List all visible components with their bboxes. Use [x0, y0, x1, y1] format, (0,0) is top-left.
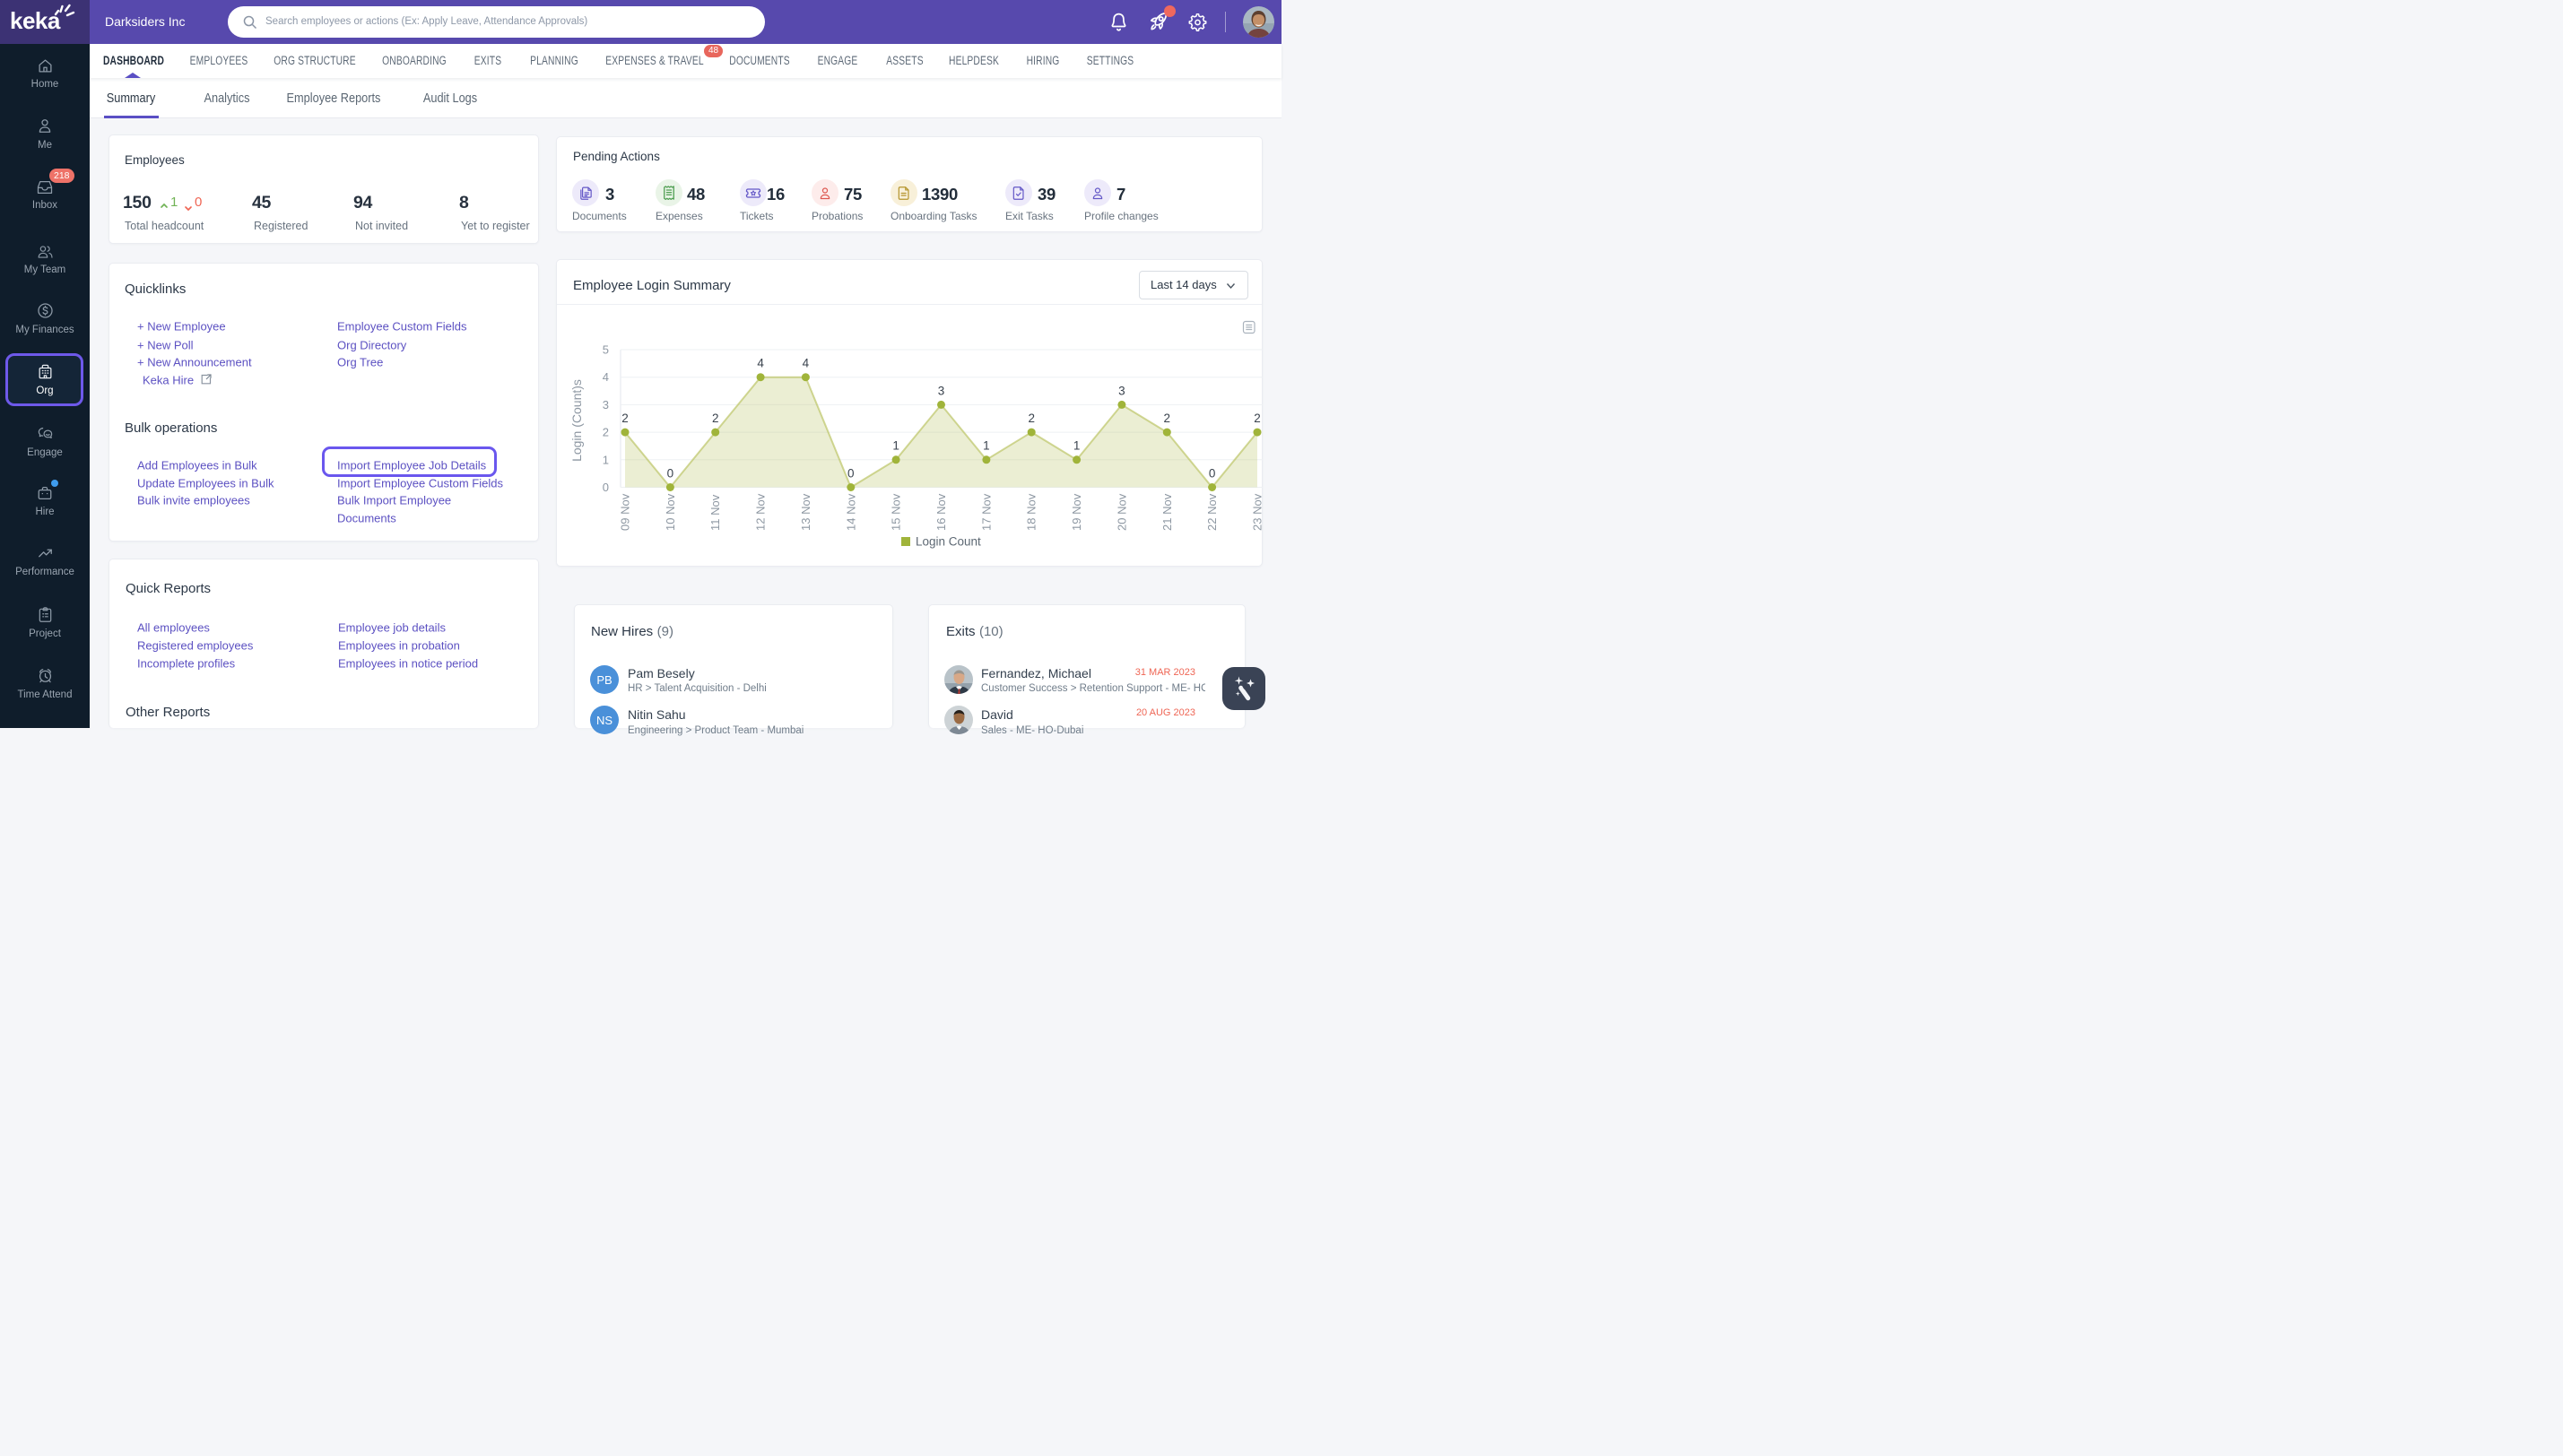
svg-text:13 Nov: 13 Nov [799, 493, 812, 531]
svg-text:2: 2 [1164, 412, 1171, 425]
svg-text:14 Nov: 14 Nov [844, 493, 857, 531]
svg-text:2: 2 [603, 426, 609, 439]
svg-text:1: 1 [1073, 439, 1081, 453]
svg-text:21 Nov: 21 Nov [1160, 493, 1174, 531]
svg-text:17 Nov: 17 Nov [979, 493, 993, 531]
svg-text:5: 5 [603, 343, 609, 357]
svg-text:1: 1 [983, 439, 990, 453]
svg-text:23 Nov: 23 Nov [1251, 493, 1264, 531]
svg-text:4: 4 [757, 357, 764, 370]
svg-text:0: 0 [603, 481, 609, 494]
svg-text:22 Nov: 22 Nov [1205, 493, 1219, 531]
svg-text:4: 4 [603, 370, 609, 384]
svg-text:18 Nov: 18 Nov [1025, 493, 1038, 531]
svg-text:3: 3 [938, 384, 945, 397]
svg-text:2: 2 [712, 412, 719, 425]
svg-text:11 Nov: 11 Nov [708, 494, 722, 531]
svg-text:19 Nov: 19 Nov [1070, 493, 1083, 531]
svg-text:0: 0 [847, 466, 855, 480]
svg-text:15 Nov: 15 Nov [890, 493, 903, 531]
svg-text:09 Nov: 09 Nov [619, 493, 632, 531]
svg-text:Login Count: Login Count [916, 535, 981, 549]
svg-text:10 Nov: 10 Nov [664, 493, 677, 531]
svg-text:2: 2 [1254, 412, 1261, 425]
svg-text:12 Nov: 12 Nov [754, 493, 768, 531]
svg-text:3: 3 [1118, 384, 1125, 397]
svg-text:4: 4 [803, 357, 810, 370]
svg-text:2: 2 [1028, 412, 1035, 425]
svg-text:1: 1 [603, 453, 609, 466]
svg-text:20 Nov: 20 Nov [1115, 493, 1128, 531]
svg-text:1: 1 [892, 439, 899, 453]
svg-text:2: 2 [621, 412, 629, 425]
svg-text:16 Nov: 16 Nov [934, 493, 948, 531]
svg-text:0: 0 [1209, 466, 1216, 480]
svg-text:3: 3 [603, 398, 609, 412]
svg-text:Login (Count)s: Login (Count)s [569, 379, 584, 462]
svg-text:0: 0 [667, 466, 674, 480]
